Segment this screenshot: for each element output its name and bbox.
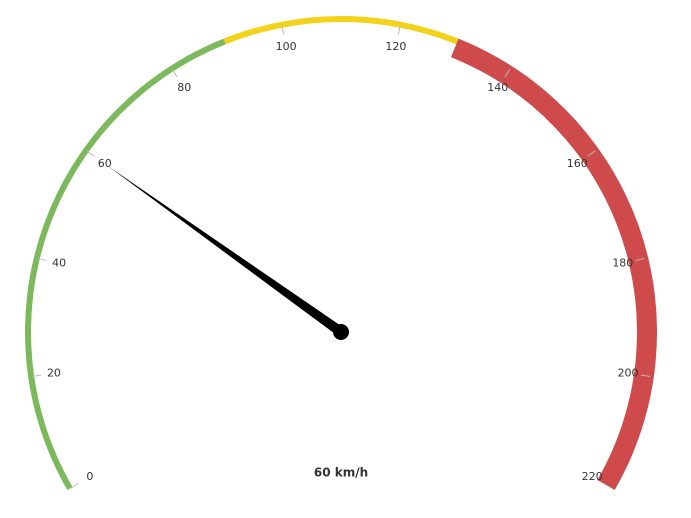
tick-mark <box>397 25 401 35</box>
tick-mark <box>171 69 178 78</box>
tick-mark <box>603 483 612 489</box>
tick-label: 20 <box>47 366 61 379</box>
value-label: 60 km/h <box>314 466 368 480</box>
tick-label: 60 <box>98 157 112 170</box>
needle <box>107 165 344 337</box>
tick-label: 220 <box>582 470 603 483</box>
tick-mark <box>640 374 650 377</box>
needle-pivot <box>333 324 349 340</box>
tick-label: 100 <box>276 40 297 53</box>
tick-mark <box>635 257 645 262</box>
tick-mark <box>281 25 285 35</box>
tick-mark <box>70 483 79 489</box>
tick-mark <box>587 150 596 157</box>
tick-label: 180 <box>612 257 633 270</box>
tick-mark <box>86 150 95 157</box>
tick-mark <box>32 374 42 377</box>
tick-mark <box>504 69 511 78</box>
tick-label: 140 <box>487 81 508 94</box>
tick-label: 120 <box>385 40 406 53</box>
tick-label: 80 <box>177 81 191 94</box>
tick-label: 40 <box>52 257 66 270</box>
tick-mark <box>37 257 47 262</box>
gauge-band <box>223 15 459 45</box>
tick-label: 200 <box>618 366 639 379</box>
tick-label: 160 <box>567 157 588 170</box>
tick-label: 0 <box>86 470 93 483</box>
